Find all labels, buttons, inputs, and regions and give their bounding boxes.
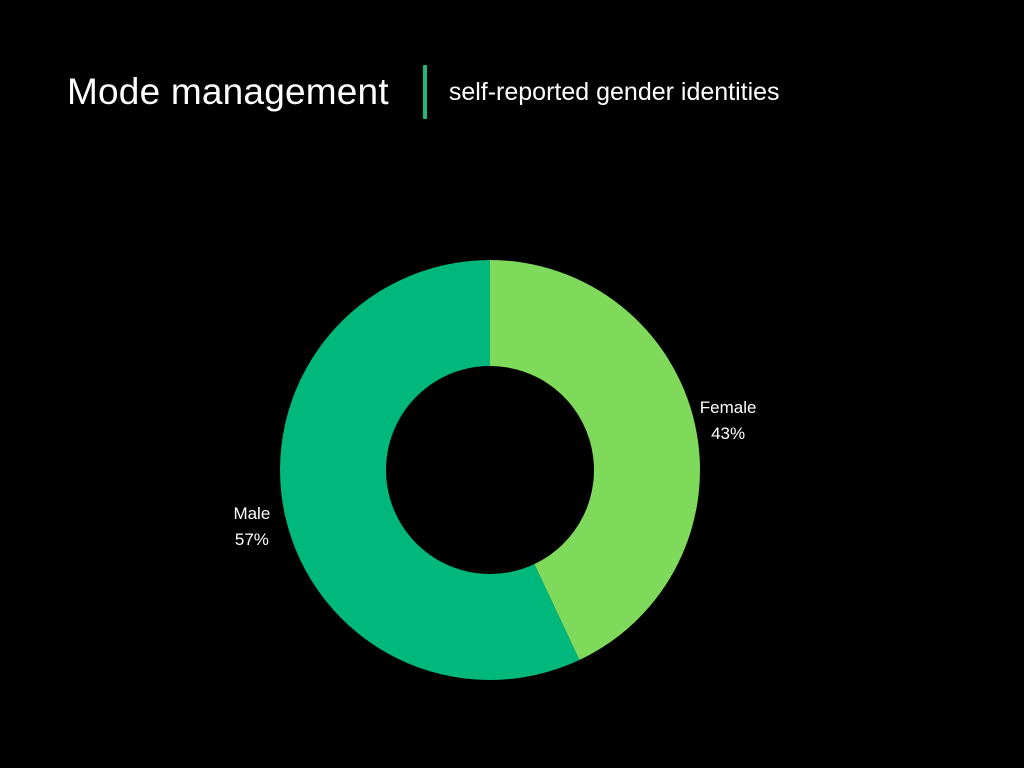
page-subtitle: self-reported gender identities bbox=[448, 77, 780, 106]
slice-label-male: Male 57% bbox=[233, 504, 270, 549]
slice-male bbox=[280, 260, 580, 680]
page-title: Mode management bbox=[67, 71, 389, 112]
slice-percent: 57% bbox=[235, 530, 269, 549]
header: Mode management self-reported gender ide… bbox=[67, 64, 780, 120]
chart-slices bbox=[280, 260, 701, 680]
chart-labels: Female 43% Male 57% bbox=[233, 398, 756, 549]
slice-female bbox=[490, 260, 701, 661]
slice-name: Female bbox=[700, 398, 757, 417]
slice-name: Male bbox=[233, 504, 270, 523]
slice-percent: 43% bbox=[711, 424, 745, 443]
slice-label-female: Female 43% bbox=[700, 398, 757, 443]
header-divider bbox=[422, 65, 427, 119]
